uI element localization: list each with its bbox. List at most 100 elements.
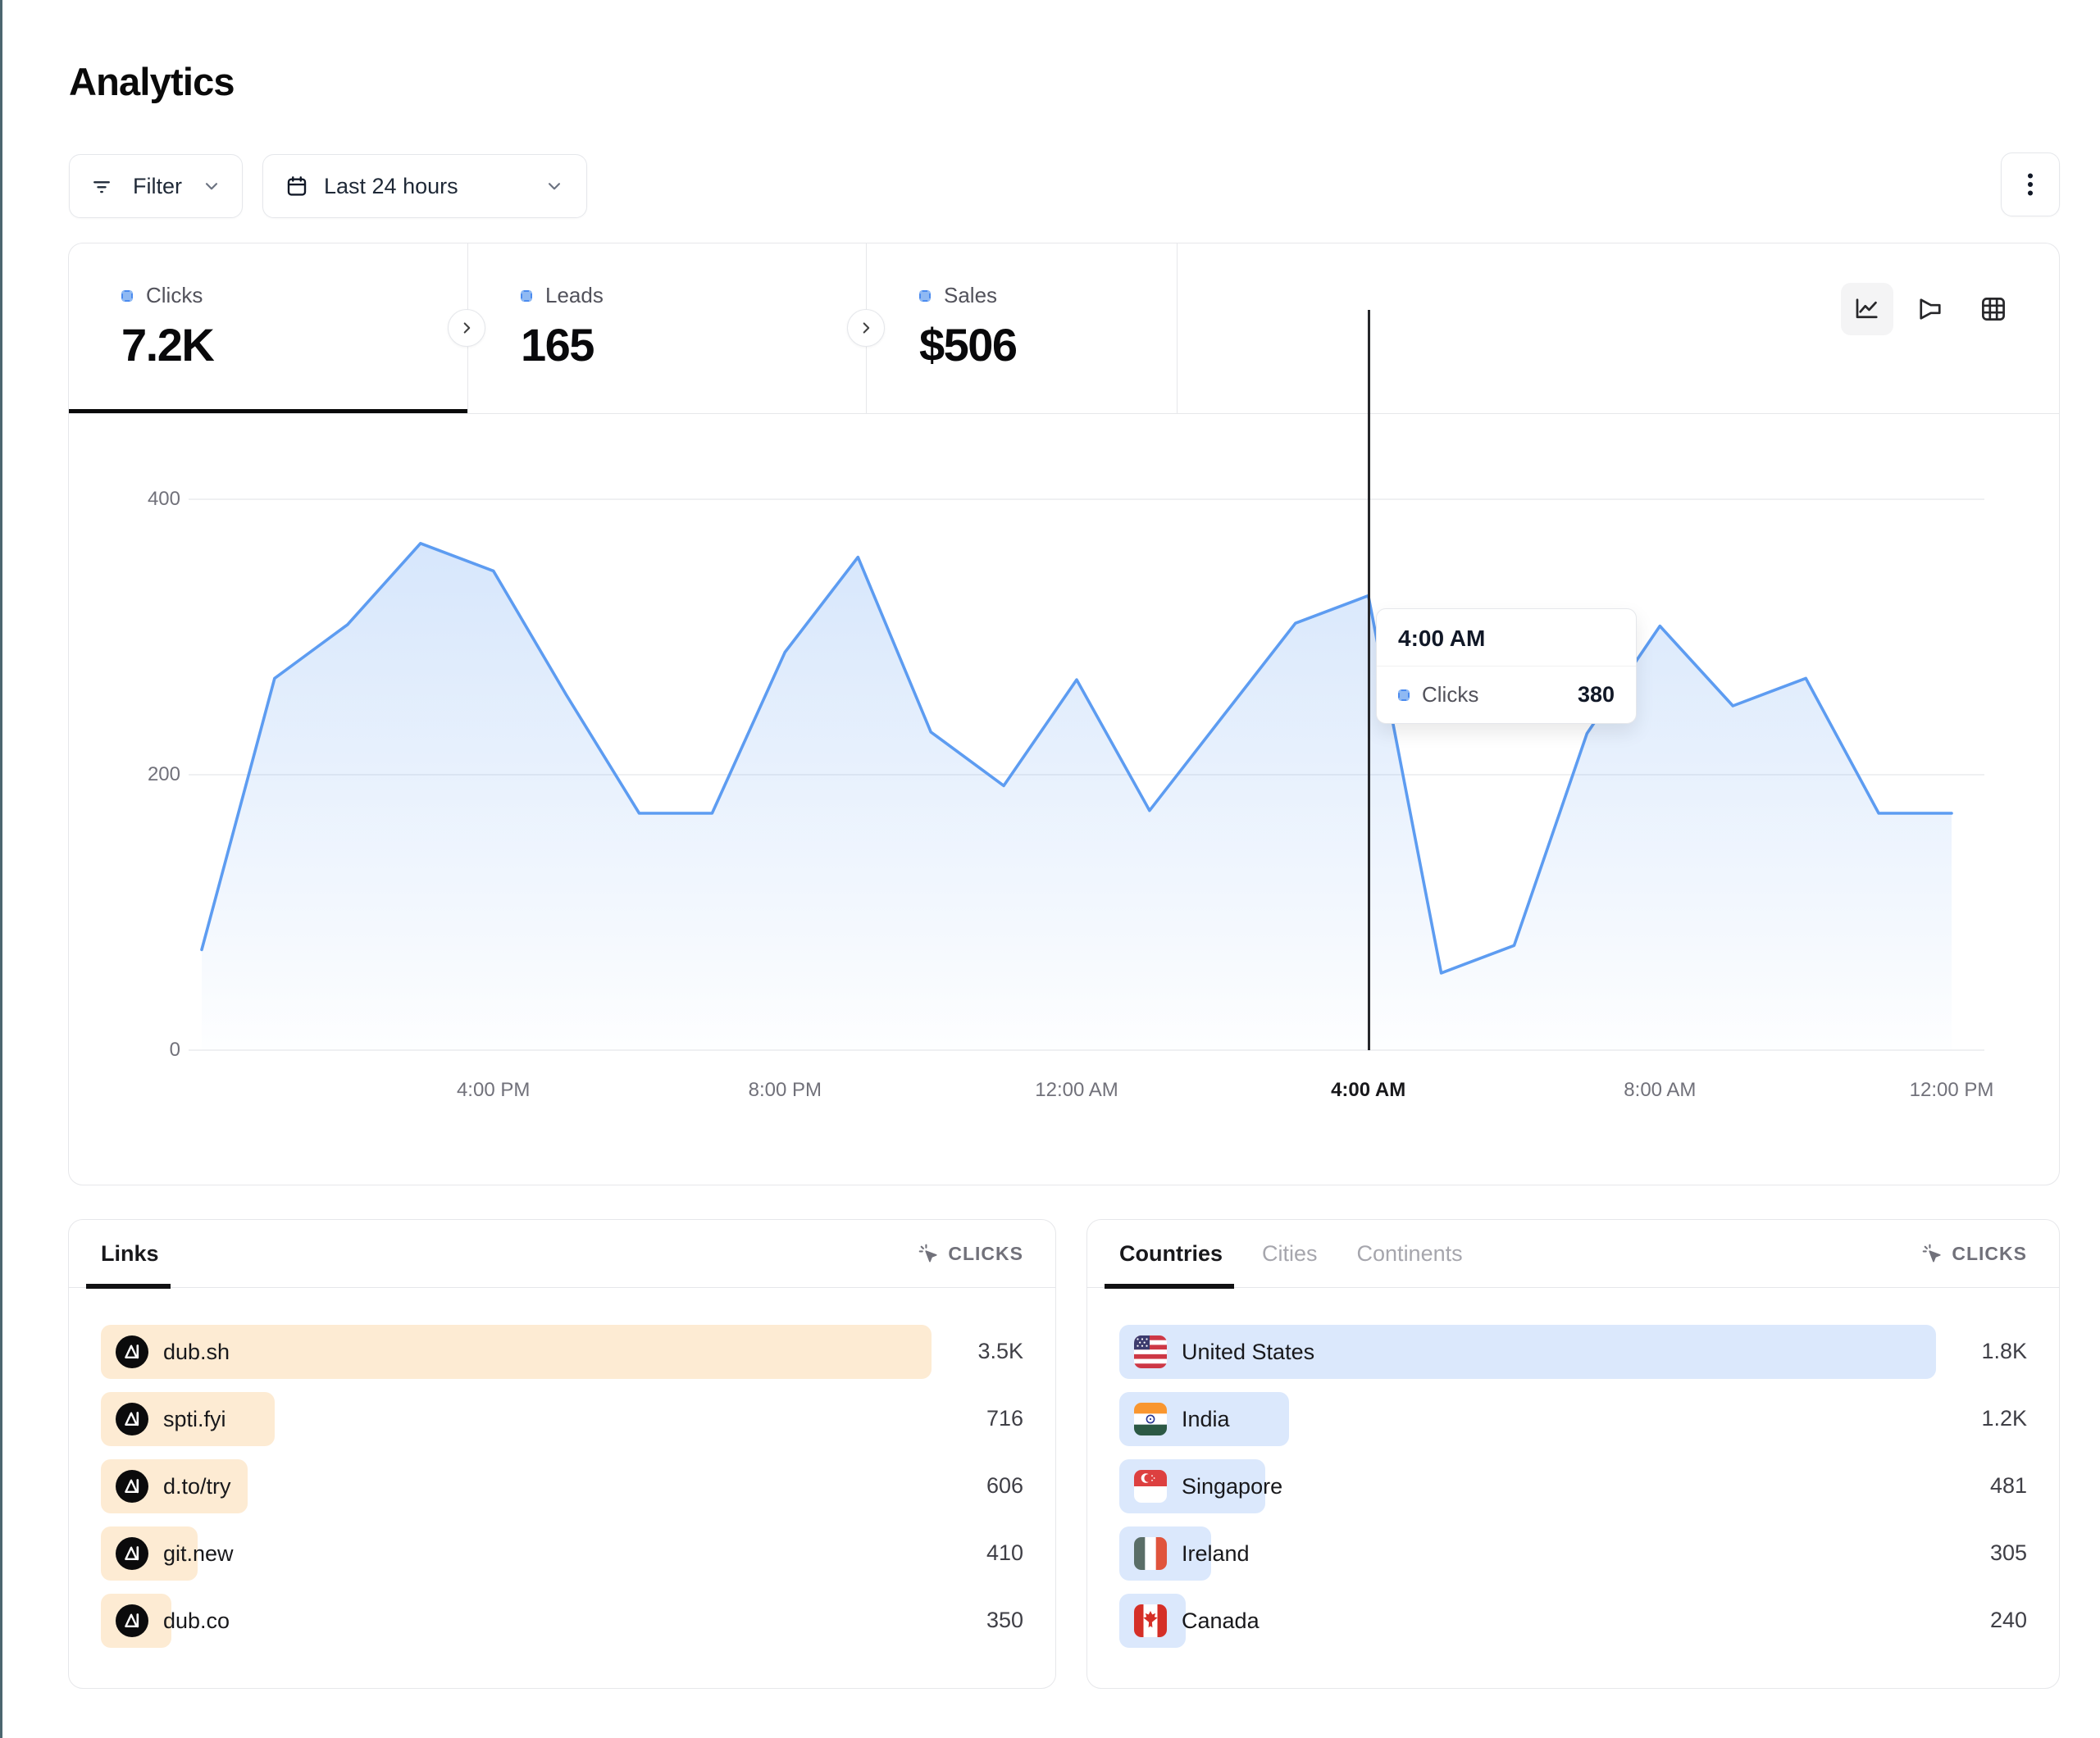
list-item[interactable]: git.new 410 — [101, 1526, 1023, 1581]
list-item[interactable]: India 1.2K — [1119, 1392, 2027, 1446]
funnel-icon — [1916, 294, 1945, 324]
countries-list: United States 1.8K India 1.2K Singapore 481 Ir… — [1119, 1325, 2027, 1661]
chevron-right-icon — [857, 319, 875, 337]
metric-tab-value: 165 — [521, 319, 594, 371]
list-item-label: dub.sh — [163, 1340, 230, 1364]
clicks-area-chart[interactable] — [189, 475, 1984, 1054]
expand-sales-chevron-button[interactable] — [847, 309, 885, 347]
y-tick-label: 200 — [147, 763, 180, 785]
dub-logo-icon — [116, 1604, 148, 1637]
x-tick-label: 8:00 AM — [1624, 1079, 1697, 1101]
metric-tab-clicks[interactable]: Clicks 7.2K — [69, 243, 467, 413]
list-item[interactable]: Canada 240 — [1119, 1594, 2027, 1648]
list-item[interactable]: Ireland 305 — [1119, 1526, 2027, 1581]
metric-tab-sales[interactable]: Sales $506 — [867, 243, 1177, 413]
list-item-label: dub.co — [163, 1608, 230, 1633]
chart-view-switcher — [1841, 283, 2020, 335]
list-item-label: git.new — [163, 1541, 234, 1566]
geo-metric-label: CLICKS — [1952, 1242, 2027, 1264]
tab-cities[interactable]: Cities — [1262, 1240, 1318, 1266]
links-metric-selector[interactable]: CLICKS — [917, 1242, 1023, 1265]
tab-continents[interactable]: Continents — [1356, 1240, 1463, 1266]
list-item-value: 1.2K — [1981, 1406, 2027, 1431]
list-item[interactable]: dub.sh 3.5K — [101, 1325, 1023, 1379]
dub-logo-icon — [116, 1403, 148, 1435]
metric-tabs-row: Clicks 7.2K Leads 165 Sales $506 — [69, 243, 2059, 414]
metric-tab-value: 7.2K — [121, 319, 215, 371]
list-item-value: 240 — [1989, 1608, 2027, 1632]
list-item[interactable]: Singapore 481 — [1119, 1459, 2027, 1513]
clicks-legend-swatch — [121, 289, 133, 302]
page-title: Analytics — [69, 60, 235, 103]
cursor-click-icon — [917, 1242, 940, 1265]
list-item-label: India — [1182, 1407, 1230, 1431]
list-item-label: United States — [1182, 1340, 1315, 1364]
tab-divider — [1177, 243, 1178, 413]
window-edge-accent — [0, 0, 2, 1738]
list-item-label: Canada — [1182, 1608, 1260, 1633]
list-item-value: 410 — [986, 1540, 1023, 1565]
tab-links[interactable]: Links — [86, 1220, 170, 1289]
list-item-label: Ireland — [1182, 1541, 1250, 1566]
list-item-label: d.to/try — [163, 1474, 231, 1499]
line-chart-view-button[interactable] — [1841, 283, 1893, 335]
ca-flag-icon — [1134, 1604, 1167, 1637]
list-item-value: 350 — [986, 1608, 1023, 1632]
list-item-value: 305 — [1989, 1540, 2027, 1565]
funnel-view-button[interactable] — [1904, 283, 1957, 335]
calendar-icon — [285, 174, 309, 198]
links-list: dub.sh 3.5K spti.fyi 716 d.to/try 606 git.new 4… — [101, 1325, 1023, 1661]
more-options-button[interactable] — [2001, 152, 2060, 216]
date-range-label: Last 24 hours — [324, 173, 458, 198]
metric-tab-leads[interactable]: Leads 165 — [468, 243, 866, 413]
ie-flag-icon — [1134, 1537, 1167, 1570]
geo-metric-selector[interactable]: CLICKS — [1920, 1242, 2027, 1265]
us-flag-icon — [1134, 1335, 1167, 1368]
list-item[interactable]: d.to/try 606 — [101, 1459, 1023, 1513]
tooltip-legend-swatch — [1398, 689, 1410, 701]
in-flag-icon — [1134, 1403, 1167, 1435]
list-item[interactable]: United States 1.8K — [1119, 1325, 2027, 1379]
chart-hover-line — [1367, 310, 1370, 1050]
expand-leads-chevron-button[interactable] — [448, 309, 485, 347]
metric-tab-label: Sales — [944, 283, 998, 307]
list-item-label: Singapore — [1182, 1474, 1283, 1499]
x-tick-label: 4:00 PM — [456, 1079, 531, 1101]
links-panel: Links CLICKS dub.sh 3.5K spti.fyi 716 d.to/t… — [68, 1219, 1056, 1689]
sales-legend-swatch — [919, 289, 931, 302]
chevron-down-icon — [201, 175, 222, 197]
sg-flag-icon — [1134, 1470, 1167, 1503]
chart-tooltip: 4:00 AM Clicks 380 — [1376, 608, 1637, 724]
list-item-value: 716 — [986, 1406, 1023, 1431]
table-grid-icon — [1979, 294, 2008, 324]
metric-tab-value: $506 — [919, 319, 1018, 371]
table-view-button[interactable] — [1967, 283, 2020, 335]
tooltip-value: 380 — [1577, 682, 1615, 707]
cursor-click-icon — [1920, 1242, 1943, 1265]
filter-button-label: Filter — [133, 173, 182, 198]
chevron-right-icon — [458, 319, 476, 337]
filter-button[interactable]: Filter — [69, 154, 243, 218]
filter-bars-icon — [89, 174, 114, 198]
list-item[interactable]: spti.fyi 716 — [101, 1392, 1023, 1446]
metric-tab-label: Clicks — [146, 283, 203, 307]
links-panel-header: Links CLICKS — [69, 1220, 1055, 1289]
date-range-button[interactable]: Last 24 hours — [262, 154, 587, 218]
tab-countries[interactable]: Countries — [1104, 1220, 1235, 1289]
list-item[interactable]: dub.co 350 — [101, 1594, 1023, 1648]
tooltip-title: 4:00 AM — [1377, 609, 1636, 667]
value-bar — [1119, 1325, 1937, 1379]
list-item-label: spti.fyi — [163, 1407, 226, 1431]
x-tick-label: 8:00 PM — [748, 1079, 822, 1101]
dub-logo-icon — [116, 1537, 148, 1570]
metric-tab-label: Leads — [545, 283, 604, 307]
geo-panel-header: Countries Cities Continents CLICKS — [1087, 1220, 2059, 1289]
y-tick-label: 0 — [169, 1039, 180, 1061]
chevron-down-icon — [544, 175, 565, 197]
geo-panel: Countries Cities Continents CLICKS Unite… — [1086, 1219, 2060, 1689]
line-chart-icon — [1852, 294, 1882, 324]
active-tab-underline — [69, 409, 467, 413]
tooltip-series-label: Clicks — [1422, 682, 1479, 707]
x-tick-label: 12:00 PM — [1909, 1079, 1994, 1101]
